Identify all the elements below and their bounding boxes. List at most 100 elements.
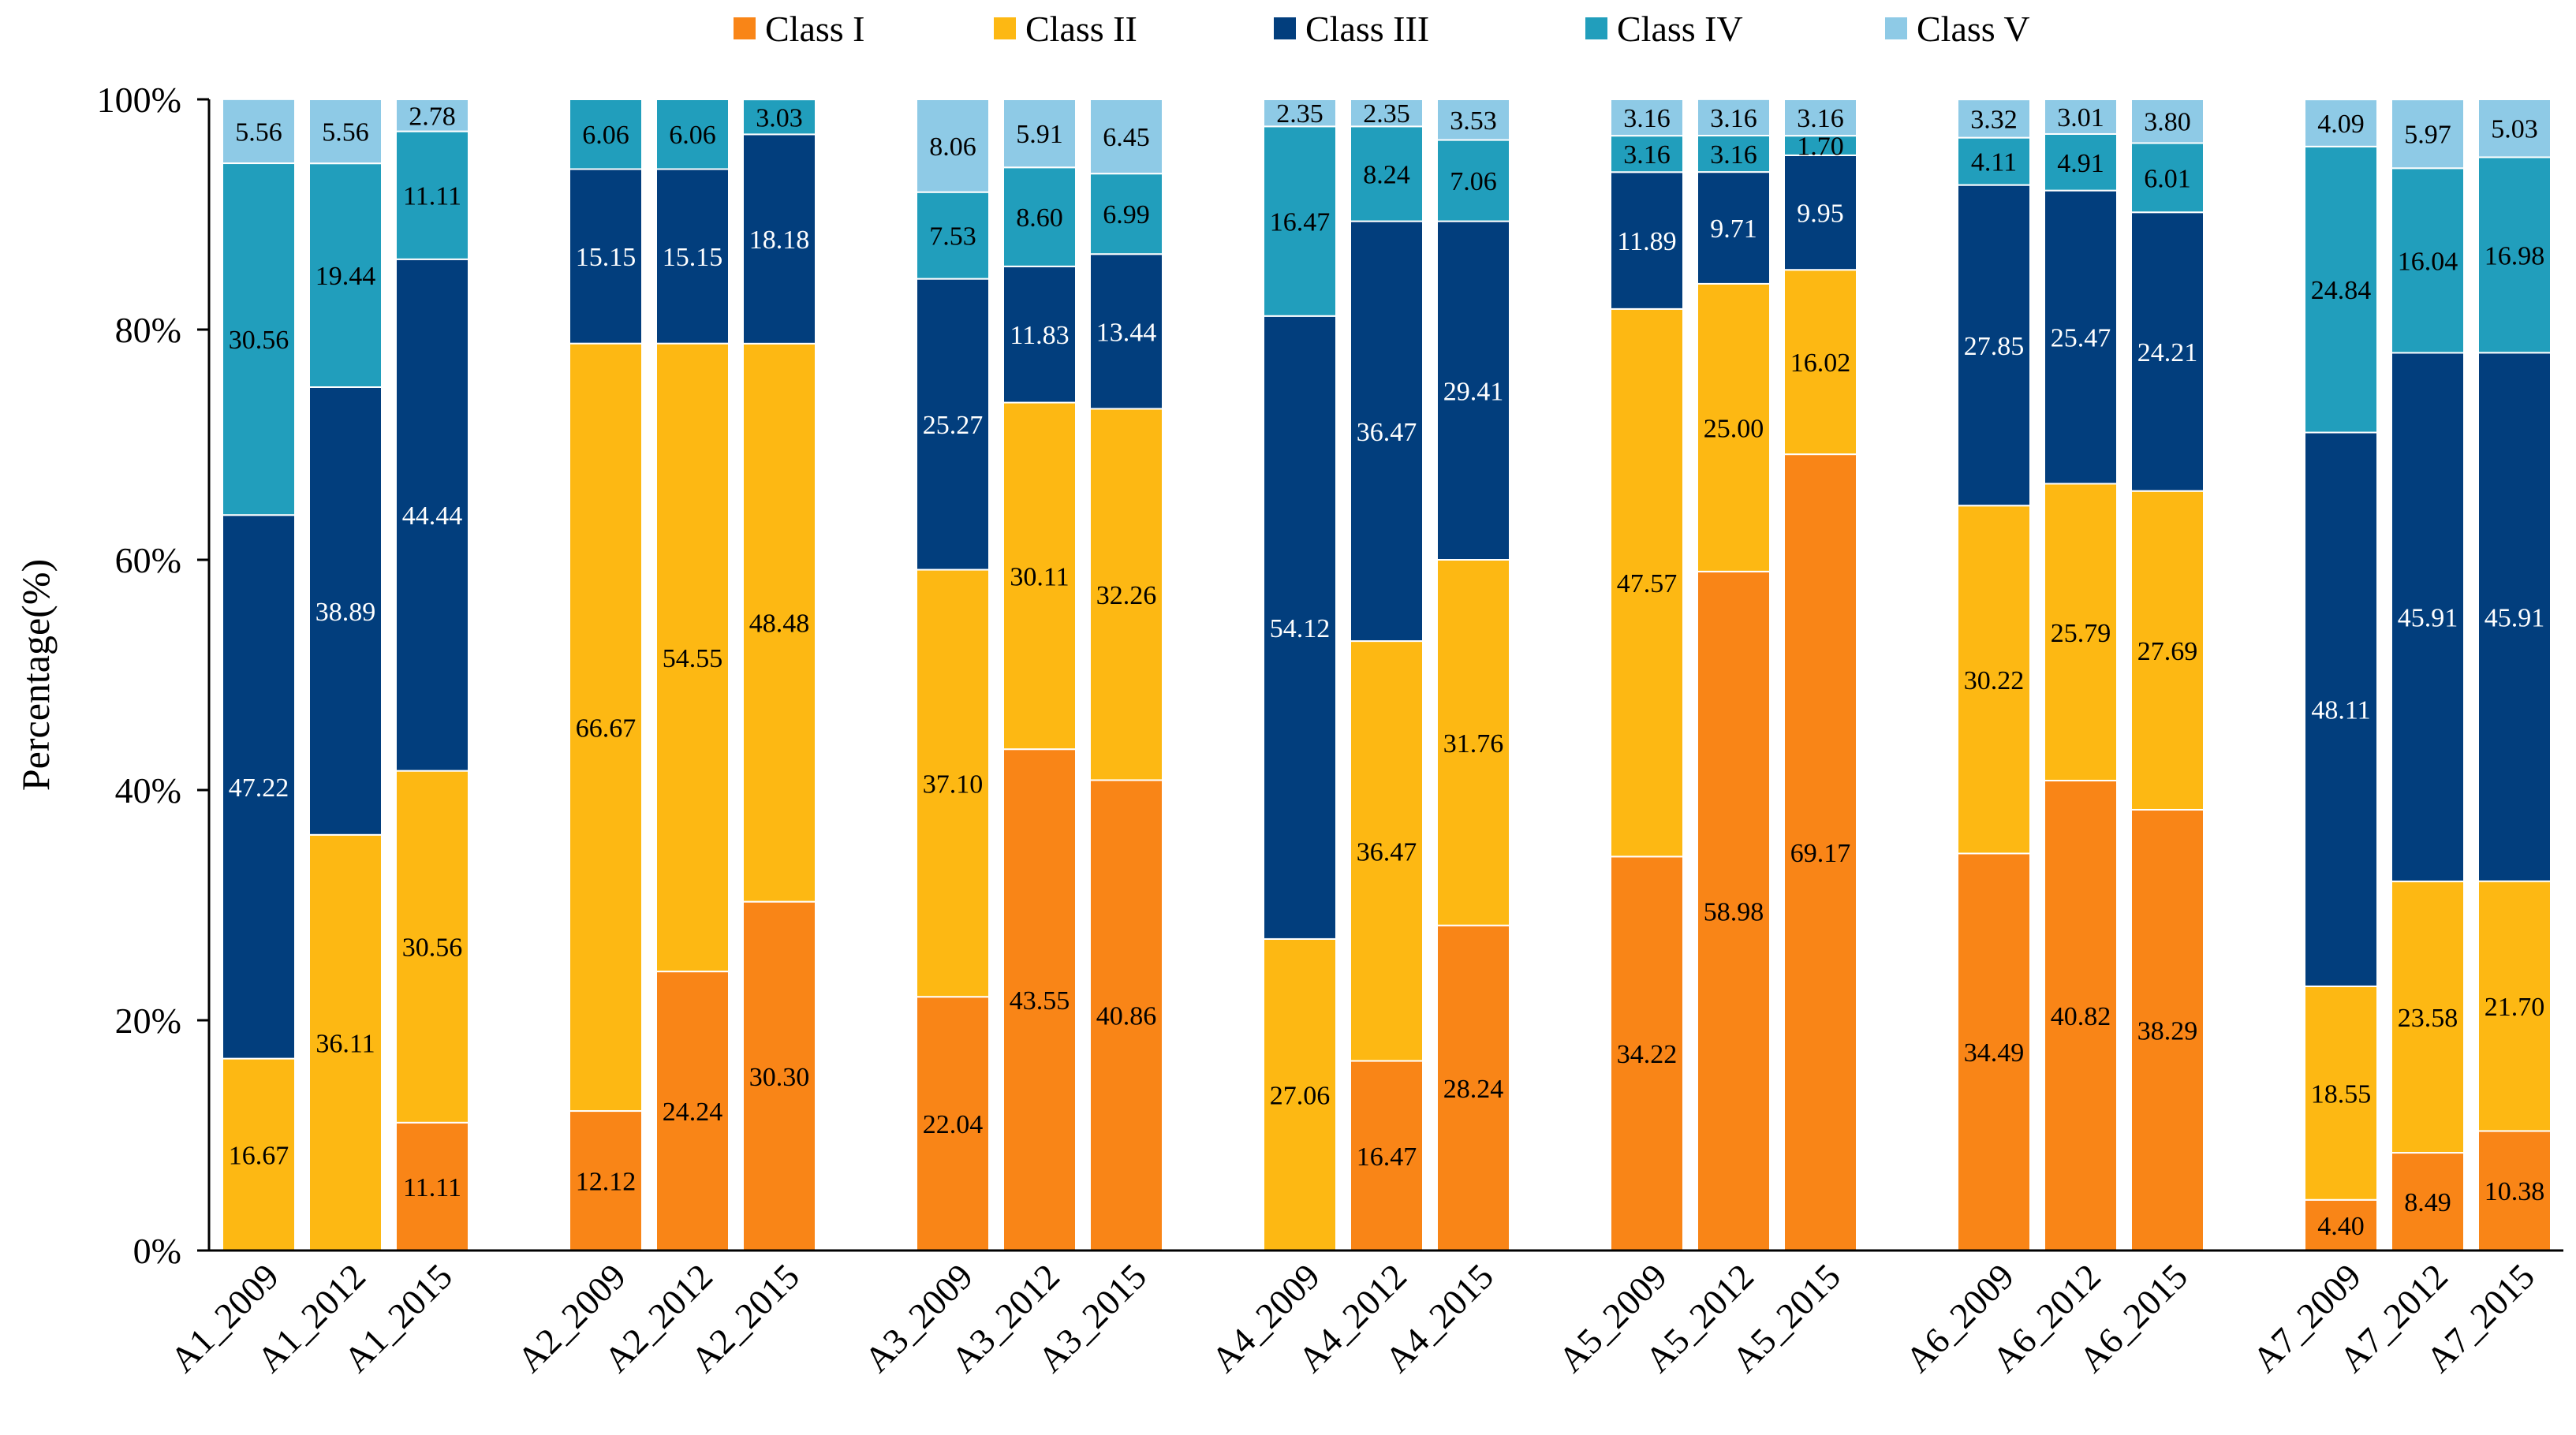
data-label: 30.11 [1010,562,1069,591]
bar-segment [395,99,469,132]
data-label: 3.16 [1710,104,1757,133]
data-label: 16.67 [229,1141,289,1170]
bar-segment [2044,132,2118,192]
data-label: 18.55 [2311,1079,2372,1109]
bar-segment [1610,99,1684,137]
data-label: 5.97 [2404,121,2451,150]
data-label: 6.45 [1103,123,1150,152]
data-label: 12.12 [576,1168,637,1197]
bar-segment [1783,135,1857,156]
data-label: 15.15 [576,243,637,272]
data-label: 28.24 [1443,1075,1504,1104]
data-label: 31.76 [1443,729,1504,758]
bar-segment [569,99,643,170]
data-label: 9.95 [1797,199,1844,229]
data-label: 32.26 [1096,581,1157,610]
data-label: 16.47 [1270,208,1331,237]
data-label: 47.57 [1617,569,1678,598]
bar-segment [2130,490,2205,811]
bar-segment [1350,99,1424,128]
data-label: 22.04 [923,1110,984,1139]
data-label: 4.91 [2057,149,2104,178]
data-label: 27.06 [1270,1081,1331,1110]
legend-label: Class I [765,9,865,49]
y-tick-label: 60% [115,540,181,580]
bar-segment [395,770,469,1124]
data-label: 6.01 [2144,164,2191,193]
data-label: 3.03 [756,103,803,132]
data-label: 3.16 [1623,104,1671,133]
legend-label: Class III [1305,9,1429,49]
bar-segment [1783,154,1857,271]
data-label: 2.35 [1363,99,1410,129]
data-label: 6.06 [582,121,629,150]
data-label: 48.11 [2311,696,2370,725]
data-label: 36.11 [315,1029,375,1058]
bar-segment [2304,99,2378,147]
data-label: 16.98 [2485,241,2545,270]
data-label: 15.15 [663,243,723,272]
data-label: 3.16 [1710,140,1757,170]
bar-segment [1089,408,1163,781]
data-label: 30.30 [749,1063,810,1092]
data-label: 24.84 [2311,276,2372,305]
bar-segment [2130,99,2205,144]
data-label: 11.89 [1617,227,1676,256]
data-label: 6.06 [669,121,716,150]
data-label: 11.11 [403,182,461,211]
bar-segment [395,258,469,772]
legend-label: Class V [1917,9,2030,49]
data-label: 3.16 [1623,140,1671,170]
data-label: 24.21 [2137,338,2198,367]
data-label: 3.53 [1450,106,1497,136]
bar-segment [1783,269,1857,456]
y-axis-title: Percentage(%) [13,559,58,791]
data-label: 30.22 [1964,666,2025,695]
data-label: 9.71 [1710,214,1757,244]
bar-segment [308,99,383,165]
bar-segment [222,514,296,1060]
data-label: 16.02 [1790,348,1851,378]
data-label: 5.56 [322,118,369,147]
data-label: 5.91 [1016,120,1063,149]
bar-segment [1002,166,1077,267]
data-label: 25.47 [2051,324,2111,353]
legend-swatch [994,17,1016,39]
bar-segment [1610,308,1684,858]
bar-segment [916,191,990,280]
bar-segment [2391,167,2465,354]
data-label: 27.69 [2137,637,2198,666]
bar-segment [1350,1060,1424,1251]
data-label: 8.49 [2404,1188,2451,1217]
data-label: 4.11 [1971,148,2017,177]
bar-segment [2477,352,2552,882]
data-label: 30.56 [229,326,289,355]
bar-segment [569,1110,643,1251]
data-label: 54.12 [1270,614,1331,643]
bar-segment [1263,937,1337,1251]
data-label: 16.47 [1357,1142,1417,1172]
bar-segment [1002,401,1077,751]
data-label: 27.85 [1964,332,2025,361]
data-label: 34.49 [1964,1038,2025,1068]
data-label: 11.11 [403,1173,461,1202]
data-label: 25.27 [923,411,984,440]
data-label: 21.70 [2485,993,2545,1022]
bar-segment [2044,189,2118,485]
data-label: 45.91 [2485,603,2545,632]
bar-segment [1089,99,1163,175]
data-label: 4.40 [2317,1212,2365,1241]
data-label: 54.55 [663,644,723,673]
data-label: 25.79 [2051,619,2111,648]
bar-segment [2391,352,2465,882]
bar-segment [2130,211,2205,492]
data-label: 2.35 [1276,99,1323,129]
legend-swatch [1585,17,1607,39]
data-label: 4.09 [2317,110,2365,139]
bar-segment [1610,135,1684,173]
data-labels: 16.67 47.22 30.56 5.56 36.11 38.89 19.44 5.56 11… [229,99,2545,1241]
bar-segment [308,386,383,836]
bar-segment [1002,99,1077,169]
bar-segment [2391,1152,2465,1252]
